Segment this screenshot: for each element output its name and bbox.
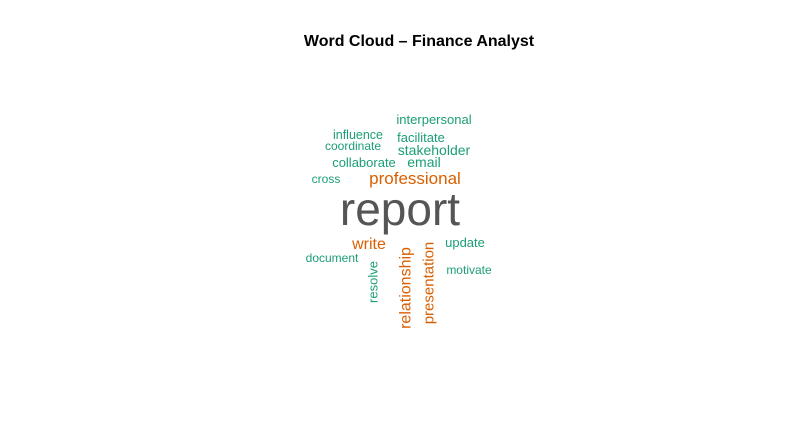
word-influence: influence (333, 128, 383, 142)
word-coordinate: coordinate (325, 139, 381, 153)
word-report: report (340, 183, 460, 235)
word-collaborate: collaborate (332, 155, 396, 170)
word-relationship: relationship (398, 247, 415, 329)
word-professional: professional (369, 169, 461, 188)
word-email: email (407, 154, 440, 170)
word-presentation: presentation (421, 242, 438, 325)
word-document: document (306, 251, 359, 265)
word-facilitate: facilitate (397, 130, 445, 145)
word-write: write (351, 236, 386, 253)
word-stakeholder: stakeholder (398, 142, 471, 158)
word-cross: cross (312, 172, 341, 186)
word-interpersonal: interpersonal (396, 112, 471, 127)
word-resolve: resolve (366, 261, 381, 303)
chart-title: Word Cloud – Finance Analyst (304, 33, 535, 50)
word-update: update (445, 235, 485, 250)
word-motivate: motivate (446, 263, 492, 277)
